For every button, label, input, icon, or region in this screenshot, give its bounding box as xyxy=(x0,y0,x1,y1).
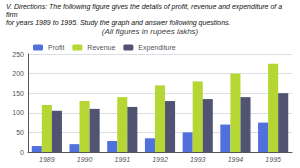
svg-text:(All figures in rupees lakhs): (All figures in rupees lakhs) xyxy=(102,27,199,36)
svg-text:1993: 1993 xyxy=(190,156,206,163)
svg-text:Expenditure: Expenditure xyxy=(138,44,175,52)
svg-text:200: 200 xyxy=(12,70,24,77)
svg-text:100: 100 xyxy=(12,109,24,116)
svg-text:Profit: Profit xyxy=(48,44,64,51)
svg-text:1990: 1990 xyxy=(77,156,93,163)
svg-text:Revenue: Revenue xyxy=(87,44,115,51)
svg-text:1994: 1994 xyxy=(228,156,244,163)
svg-text:50: 50 xyxy=(16,129,24,136)
svg-text:150: 150 xyxy=(12,90,24,97)
svg-text:1991: 1991 xyxy=(114,156,130,163)
svg-text:for years 1989 to 1995. Study: for years 1989 to 1995. Study the graph … xyxy=(6,19,231,27)
svg-text:250: 250 xyxy=(12,51,24,58)
svg-text:1992: 1992 xyxy=(152,156,168,163)
svg-text:firm: firm xyxy=(6,11,18,18)
svg-text:1989: 1989 xyxy=(39,156,55,163)
svg-text:1995: 1995 xyxy=(265,156,281,163)
svg-text:V. Directions: The following f: V. Directions: The following figure give… xyxy=(6,3,284,11)
svg-text:0: 0 xyxy=(20,149,24,156)
